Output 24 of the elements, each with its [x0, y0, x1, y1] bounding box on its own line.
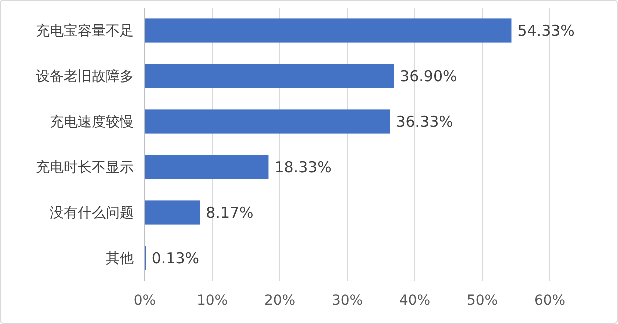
- bar: [145, 110, 390, 134]
- data-label: 0.13%: [152, 250, 200, 268]
- x-tick-label: 0%: [134, 293, 156, 309]
- x-tick-label: 50%: [466, 293, 498, 309]
- bar: [145, 64, 394, 88]
- data-label: 36.90%: [400, 68, 458, 86]
- x-tick-label: 40%: [399, 293, 431, 309]
- bar: [145, 18, 512, 43]
- y-tick-label: 没有什么问题: [50, 206, 134, 222]
- y-tick-label: 其他: [106, 251, 134, 268]
- y-tick-label: 充电时长不显示: [36, 160, 134, 176]
- x-tick-label: 60%: [534, 293, 566, 309]
- y-tick-label: 充电宝容量不足: [36, 24, 134, 40]
- y-tick-label: 设备老旧故障多: [36, 69, 134, 86]
- x-tick-label: 20%: [264, 293, 296, 309]
- bar: [145, 155, 269, 180]
- data-label: 8.17%: [206, 204, 254, 222]
- bar: [145, 200, 200, 225]
- x-tick-label: 30%: [332, 293, 364, 309]
- x-tick-label: 10%: [196, 293, 228, 309]
- y-tick-label: 充电速度较慢: [50, 114, 134, 131]
- data-label: 18.33%: [274, 158, 332, 176]
- data-label: 54.33%: [518, 22, 575, 40]
- data-label: 36.33%: [396, 113, 454, 131]
